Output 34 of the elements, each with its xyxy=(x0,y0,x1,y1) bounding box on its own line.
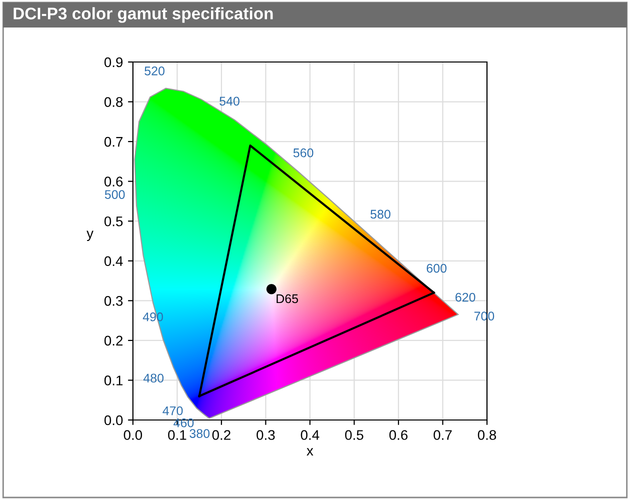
annotation: 480 xyxy=(143,374,164,383)
y-tick-label: 0.5 xyxy=(104,216,123,226)
series-label: D65 xyxy=(276,294,298,304)
y-tick-label: 0.7 xyxy=(104,136,123,147)
x-tick-label: 0.0 xyxy=(124,430,142,440)
y-tick-label: 0.9 xyxy=(104,57,123,68)
text: 380 xyxy=(190,429,210,438)
x-tick-label: 0.8 xyxy=(478,430,496,440)
annotation: 540 xyxy=(220,96,240,106)
y-tick-label: 0.6 xyxy=(104,176,123,187)
annotation: 580 xyxy=(370,210,390,219)
x-tick-label: 0.4 xyxy=(300,430,320,440)
x-tick-label: 0.7 xyxy=(434,430,452,440)
annotation: 600 xyxy=(426,264,447,273)
y-tick-label: 0.3 xyxy=(104,296,123,306)
annotation: 470 xyxy=(162,406,183,416)
chart-title: DCI-P3 color gamut specification xyxy=(14,7,273,23)
x-tick-label: 0.5 xyxy=(345,430,364,440)
annotation: 620 xyxy=(456,292,476,302)
x-tick-label: 0.6 xyxy=(389,430,408,440)
y-tick-label: 0.8 xyxy=(104,97,123,107)
y-tick-label: 0.2 xyxy=(104,336,123,346)
y-tick-label: 0.4 xyxy=(104,256,123,266)
annotation: 460 xyxy=(174,418,194,428)
x-tick-label: 0.3 xyxy=(256,430,275,440)
x-tick-label: 0.2 xyxy=(212,430,230,440)
x-tick-label: 0.1 xyxy=(168,430,186,440)
text: 500 xyxy=(104,190,125,199)
x-axis-title: x xyxy=(306,448,314,456)
y-axis-title: y xyxy=(86,230,94,241)
annotation: 560 xyxy=(293,148,314,158)
annotation: 520 xyxy=(144,66,164,76)
y-tick-label: 0.0 xyxy=(104,415,123,426)
y-tick-label: 0.1 xyxy=(104,376,123,386)
